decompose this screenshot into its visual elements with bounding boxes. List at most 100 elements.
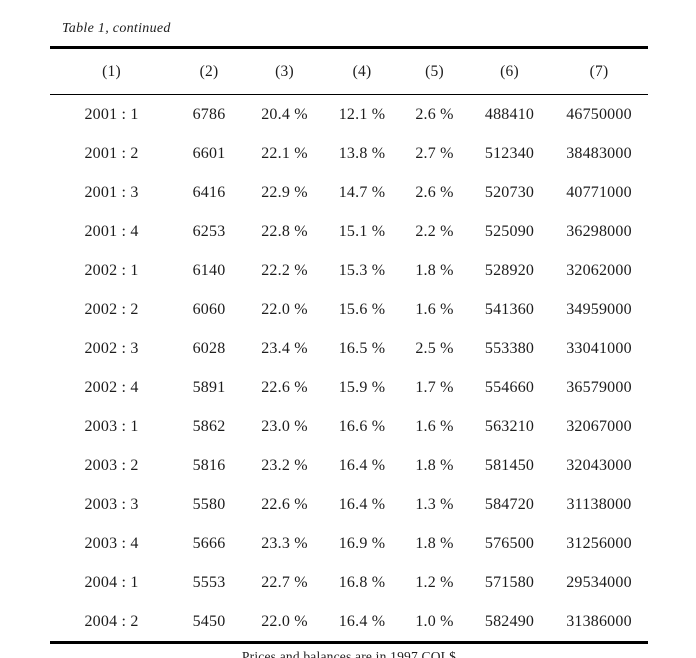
cell-col4: 15.3 % bbox=[338, 261, 386, 279]
cell-col5: 1.8 % bbox=[415, 456, 454, 474]
cell-col6: 554660 bbox=[484, 378, 535, 396]
header-cell-2: (2) bbox=[173, 47, 245, 95]
cell-col7: 38483000 bbox=[566, 144, 632, 162]
cell-col2: 6601 bbox=[192, 144, 226, 162]
cell-period: 2002 : 4 bbox=[84, 378, 139, 396]
cell-col3: 23.0 % bbox=[261, 417, 308, 435]
cell-period: 2004 : 1 bbox=[84, 573, 139, 591]
cell-col2: 5580 bbox=[192, 495, 226, 513]
cell-col3: 22.0 % bbox=[261, 612, 308, 630]
header-cell-7: (7) bbox=[550, 47, 648, 95]
cell-col5: 2.7 % bbox=[415, 144, 454, 162]
cell-col5: 1.0 % bbox=[415, 612, 454, 630]
cell-col6: 520730 bbox=[484, 183, 535, 201]
table-row: 2002 : 3 6028 23.4 % 16.5 % 2.5 % 553380… bbox=[50, 329, 648, 368]
cell-period: 2002 : 1 bbox=[84, 261, 139, 279]
cell-col5: 1.6 % bbox=[415, 417, 454, 435]
cell-col4: 13.8 % bbox=[338, 144, 386, 162]
cell-col2: 5816 bbox=[192, 456, 226, 474]
table-row: 2003 : 3 5580 22.6 % 16.4 % 1.3 % 584720… bbox=[50, 485, 648, 524]
cell-col5: 1.7 % bbox=[415, 378, 454, 396]
cell-col7: 29534000 bbox=[566, 573, 632, 591]
cell-col5: 2.5 % bbox=[415, 339, 454, 357]
cell-col6: 488410 bbox=[484, 105, 535, 123]
cell-col6: 571580 bbox=[484, 573, 535, 591]
table-row: 2001 : 4 6253 22.8 % 15.1 % 2.2 % 525090… bbox=[50, 212, 648, 251]
table-row: 2003 : 2 5816 23.2 % 16.4 % 1.8 % 581450… bbox=[50, 446, 648, 485]
table-title: Table 1, continued bbox=[62, 21, 171, 36]
table-row: 2002 : 1 6140 22.2 % 15.3 % 1.8 % 528920… bbox=[50, 251, 648, 290]
table-row: 2001 : 3 6416 22.9 % 14.7 % 2.6 % 520730… bbox=[50, 173, 648, 212]
cell-col3: 20.4 % bbox=[261, 105, 308, 123]
cell-col4: 16.5 % bbox=[338, 339, 386, 357]
cell-period: 2001 : 1 bbox=[84, 105, 139, 123]
table-container: Table 1, continued (1) (2) (3) (4) (5) (… bbox=[50, 20, 648, 658]
table-row: 2004 : 1 5553 22.7 % 16.8 % 1.2 % 571580… bbox=[50, 563, 648, 602]
cell-col6: 582490 bbox=[484, 612, 535, 630]
cell-col6: 553380 bbox=[484, 339, 535, 357]
cell-col2: 6060 bbox=[192, 300, 226, 318]
cell-col4: 16.4 % bbox=[338, 612, 386, 630]
table-row: 2003 : 1 5862 23.0 % 16.6 % 1.6 % 563210… bbox=[50, 407, 648, 446]
header-cell-4: (4) bbox=[324, 47, 400, 95]
cell-col2: 6028 bbox=[192, 339, 226, 357]
cell-col5: 2.6 % bbox=[415, 183, 454, 201]
cell-col3: 23.2 % bbox=[261, 456, 308, 474]
header-cell-6: (6) bbox=[469, 47, 550, 95]
cell-col2: 5891 bbox=[192, 378, 226, 396]
cell-col7: 32062000 bbox=[566, 261, 632, 279]
cell-col6: 584720 bbox=[484, 495, 535, 513]
cell-col2: 5666 bbox=[192, 534, 226, 552]
cell-col6: 563210 bbox=[484, 417, 535, 435]
table-body: 2001 : 1 6786 20.4 % 12.1 % 2.6 % 488410… bbox=[50, 95, 648, 643]
cell-col5: 1.3 % bbox=[415, 495, 454, 513]
cell-col3: 22.0 % bbox=[261, 300, 308, 318]
cell-col4: 14.7 % bbox=[338, 183, 386, 201]
cell-col7: 32043000 bbox=[566, 456, 632, 474]
cell-col2: 6416 bbox=[192, 183, 226, 201]
cell-col3: 22.1 % bbox=[261, 144, 308, 162]
cell-col7: 33041000 bbox=[566, 339, 632, 357]
table-row: 2004 : 2 5450 22.0 % 16.4 % 1.0 % 582490… bbox=[50, 602, 648, 643]
cell-col3: 22.6 % bbox=[261, 378, 308, 396]
cell-period: 2003 : 3 bbox=[84, 495, 139, 513]
cell-col4: 15.6 % bbox=[338, 300, 386, 318]
cell-col3: 22.7 % bbox=[261, 573, 308, 591]
cell-period: 2003 : 1 bbox=[84, 417, 139, 435]
cell-col2: 5553 bbox=[192, 573, 226, 591]
cell-col7: 31138000 bbox=[566, 495, 632, 513]
cell-col2: 5862 bbox=[192, 417, 226, 435]
cell-period: 2001 : 3 bbox=[84, 183, 139, 201]
table-footnote: Prices and balances are in 1997 COL$ bbox=[241, 649, 457, 658]
cell-col3: 22.8 % bbox=[261, 222, 308, 240]
header-cell-3: (3) bbox=[245, 47, 324, 95]
cell-col3: 22.6 % bbox=[261, 495, 308, 513]
cell-col7: 36579000 bbox=[566, 378, 632, 396]
table-row: 2001 : 1 6786 20.4 % 12.1 % 2.6 % 488410… bbox=[50, 95, 648, 135]
cell-period: 2003 : 2 bbox=[84, 456, 139, 474]
cell-col7: 34959000 bbox=[566, 300, 632, 318]
cell-col7: 46750000 bbox=[566, 105, 632, 123]
cell-col3: 23.4 % bbox=[261, 339, 308, 357]
cell-col6: 581450 bbox=[484, 456, 535, 474]
cell-period: 2001 : 2 bbox=[84, 144, 139, 162]
cell-col2: 6253 bbox=[192, 222, 226, 240]
cell-col5: 1.8 % bbox=[415, 534, 454, 552]
cell-period: 2002 : 2 bbox=[84, 300, 139, 318]
cell-col4: 16.4 % bbox=[338, 495, 386, 513]
cell-col6: 528920 bbox=[484, 261, 535, 279]
header-cell-5: (5) bbox=[400, 47, 469, 95]
cell-col3: 22.2 % bbox=[261, 261, 308, 279]
cell-col5: 2.2 % bbox=[415, 222, 454, 240]
table-row: 2001 : 2 6601 22.1 % 13.8 % 2.7 % 512340… bbox=[50, 134, 648, 173]
cell-period: 2003 : 4 bbox=[84, 534, 139, 552]
cell-col4: 16.9 % bbox=[338, 534, 386, 552]
cell-col6: 576500 bbox=[484, 534, 535, 552]
cell-col2: 6786 bbox=[192, 105, 226, 123]
cell-col5: 1.6 % bbox=[415, 300, 454, 318]
cell-col4: 15.1 % bbox=[338, 222, 386, 240]
cell-col2: 6140 bbox=[192, 261, 226, 279]
table-row: 2003 : 4 5666 23.3 % 16.9 % 1.8 % 576500… bbox=[50, 524, 648, 563]
header-cell-1: (1) bbox=[50, 47, 173, 95]
